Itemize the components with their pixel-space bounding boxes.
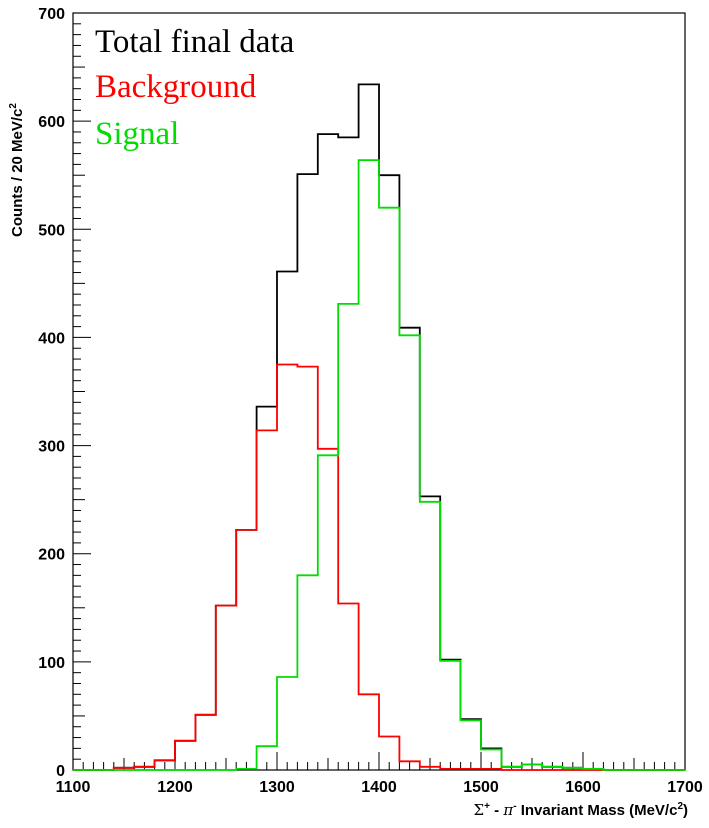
x-tick-label: 1600: [565, 779, 601, 796]
x-tick-label: 1500: [463, 779, 499, 796]
x-axis-sup-plus: +: [484, 801, 490, 812]
x-axis-dash: -: [490, 802, 503, 819]
legend: Total final data Background Signal: [95, 24, 295, 152]
y-axis-title-sup: 2: [8, 103, 19, 109]
x-tick-label: 1100: [56, 779, 91, 796]
x-axis-sup-minus: -: [513, 801, 516, 812]
x-axis-title: Σ+ - π- Invariant Mass (MeV/c2): [474, 801, 688, 819]
x-tick-label: 1200: [157, 779, 193, 796]
x-axis-close: ): [683, 802, 688, 819]
legend-entry-total: Total final data: [95, 24, 295, 60]
y-tick-label: 400: [38, 330, 65, 347]
x-tick-label: 1300: [259, 779, 295, 796]
series-background: [73, 363, 685, 771]
axis-tick-labels: 1100 1200 1300 1400 1500 1600 1700 0 100 200 300 40…: [38, 6, 703, 796]
y-tick-label: 300: [38, 439, 65, 456]
y-tick-label: 100: [38, 655, 65, 672]
y-tick-label: 200: [38, 547, 65, 564]
x-tick-label: 1700: [667, 779, 703, 796]
y-tick-label: 500: [38, 222, 65, 239]
y-tick-label: 0: [56, 763, 65, 780]
x-axis-rest: Invariant Mass (MeV/c: [517, 802, 678, 819]
y-axis-title: Counts / 20 MeV/c2: [8, 103, 26, 237]
histogram-series: [73, 83, 685, 771]
legend-entry-signal: Signal: [95, 116, 179, 152]
y-axis-title-main: Counts / 20 MeV/c: [9, 109, 26, 237]
y-tick-label: 600: [38, 114, 65, 131]
y-tick-label: 700: [38, 6, 65, 23]
x-axis-sigma: Σ: [474, 801, 485, 819]
x-axis-pi: π: [502, 801, 514, 819]
legend-entry-background: Background: [95, 69, 257, 105]
x-tick-label: 1400: [361, 779, 397, 796]
series-signal: [73, 159, 685, 771]
x-axis-sup2: 2: [677, 801, 683, 812]
